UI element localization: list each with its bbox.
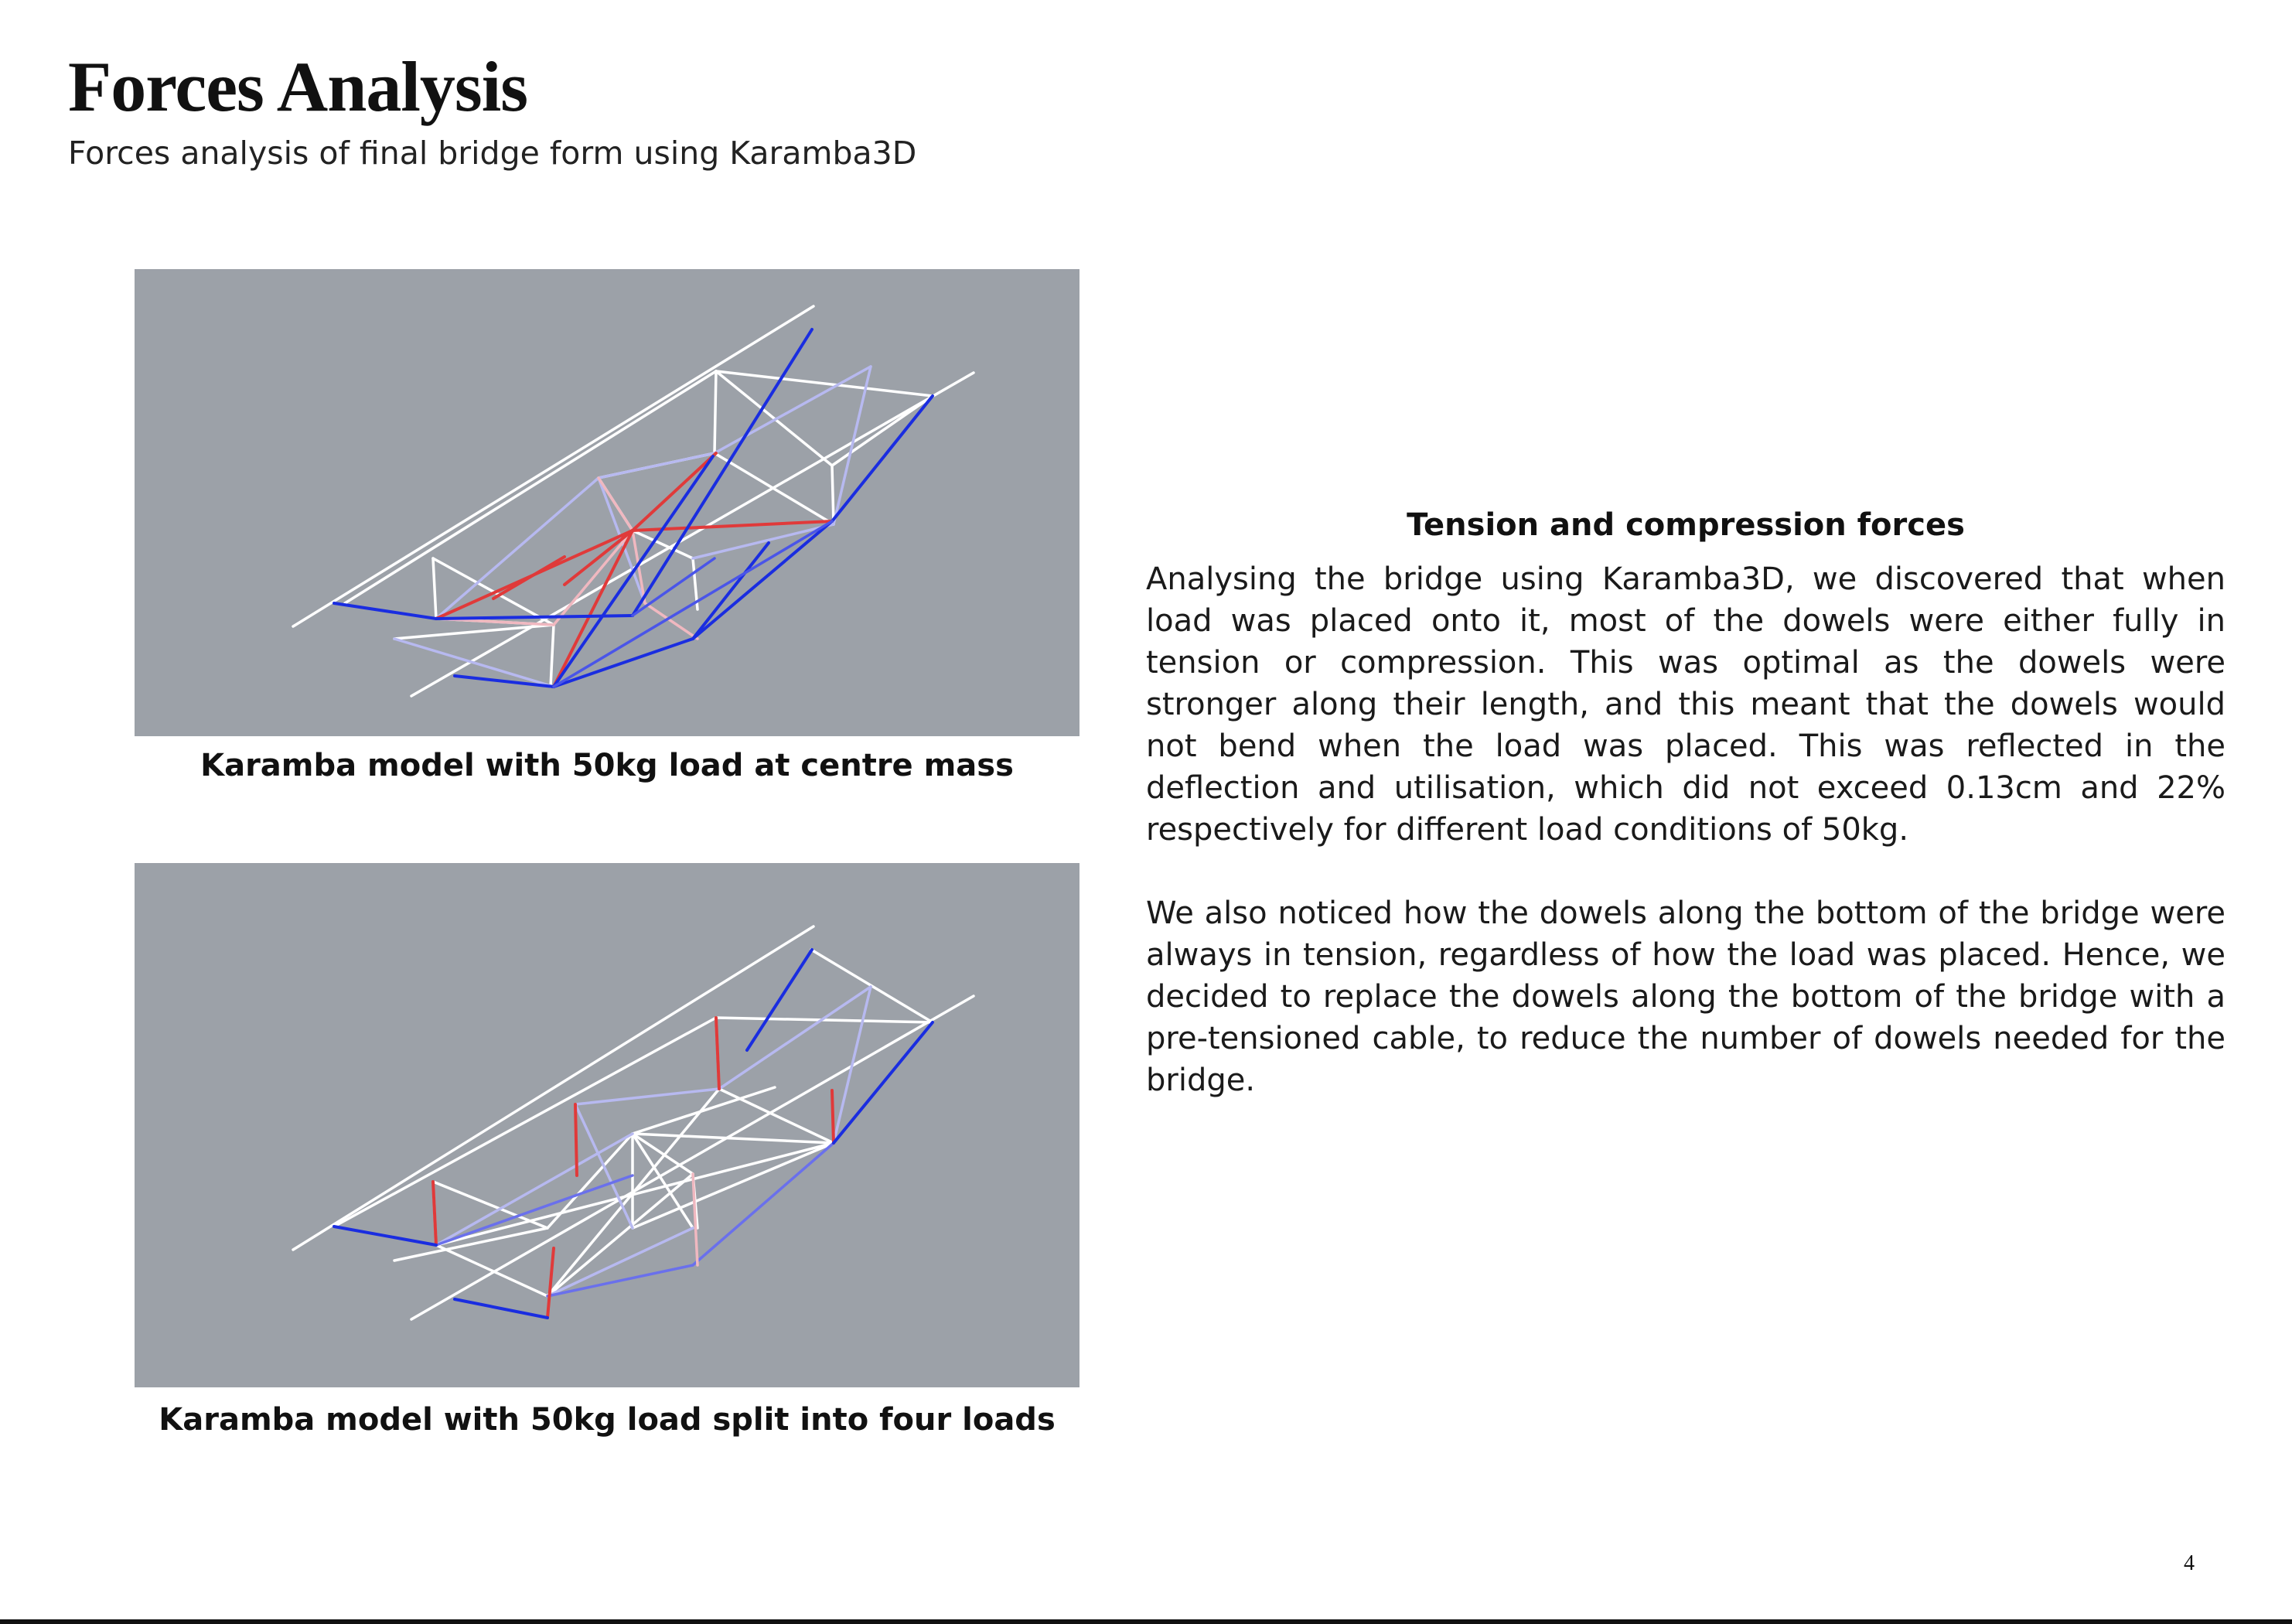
- bridge-model-split-load: [292, 925, 975, 1321]
- section-heading: Tension and compression forces: [1407, 507, 1965, 543]
- page-number: 4: [2184, 1551, 2195, 1575]
- bottom-rule: [0, 1619, 2292, 1624]
- bridge-model-centre-load: [292, 305, 975, 698]
- body-paragraph: Analysing the bridge using Karamba3D, we…: [1146, 561, 2225, 848]
- figure-split-load: [135, 863, 1079, 1387]
- figure-caption: Karamba model with 50kg load split into …: [159, 1402, 1056, 1438]
- body-paragraph: We also noticed how the dowels along the…: [1146, 896, 2225, 1098]
- figure-centre-load: [135, 269, 1079, 736]
- figure-caption: Karamba model with 50kg load at centre m…: [200, 748, 1014, 783]
- page-title: Forces Analysis: [68, 47, 528, 126]
- body-text-column: Tension and compression forces Analysing…: [1146, 506, 2225, 1101]
- page-subtitle: Forces analysis of final bridge form usi…: [68, 135, 917, 172]
